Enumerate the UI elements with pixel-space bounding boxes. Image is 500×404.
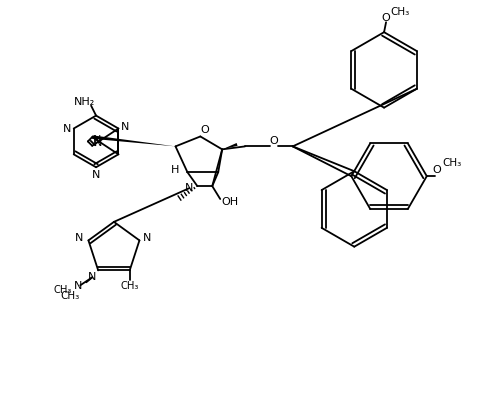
Text: N: N	[76, 234, 84, 243]
Text: N: N	[121, 122, 130, 132]
Text: N: N	[88, 272, 96, 282]
Text: N: N	[93, 135, 102, 145]
Text: O: O	[432, 165, 441, 175]
Text: CH₃: CH₃	[60, 291, 80, 301]
Text: CH₃: CH₃	[54, 285, 72, 295]
Text: O: O	[382, 13, 390, 23]
Text: CH₃: CH₃	[442, 158, 461, 168]
Text: O: O	[200, 126, 208, 135]
Text: CH₃: CH₃	[120, 281, 139, 291]
Polygon shape	[92, 135, 176, 146]
Text: N: N	[185, 183, 194, 193]
Text: N: N	[143, 234, 152, 243]
Text: N: N	[62, 124, 71, 133]
Text: H: H	[172, 165, 179, 175]
Text: N: N	[94, 138, 102, 148]
Polygon shape	[222, 143, 238, 149]
Text: NH₂: NH₂	[74, 97, 95, 107]
Text: N: N	[92, 170, 100, 180]
Text: O: O	[270, 137, 278, 146]
Text: CH₃: CH₃	[390, 7, 409, 17]
Text: N: N	[74, 281, 82, 291]
Text: OH: OH	[222, 197, 238, 207]
